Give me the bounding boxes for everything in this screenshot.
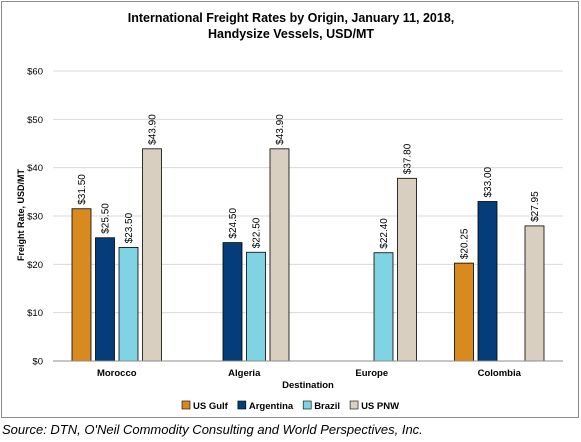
legend-swatch <box>302 400 312 410</box>
x-tick-label: Algeria <box>228 368 261 379</box>
y-tick-label: $0 <box>32 357 43 368</box>
bar-data-label: $22.40 <box>379 218 390 249</box>
bar <box>477 201 498 362</box>
bar <box>524 225 545 362</box>
y-tick-label: $20 <box>27 260 43 271</box>
bar <box>269 148 290 362</box>
bar <box>95 237 115 362</box>
legend-label: Argentina <box>249 401 294 412</box>
bars <box>71 148 545 362</box>
chart-frame: International Freight Rates by Origin, J… <box>1 1 579 418</box>
y-axis-label: Freight Rate, USD/MT <box>16 169 26 262</box>
bar-data-label: $23.50 <box>124 212 135 243</box>
legend-swatch <box>181 400 191 410</box>
bar <box>142 148 162 362</box>
legend: US Gulf Argentina Brazil US PNW <box>181 400 399 412</box>
bar-data-label: $31.50 <box>77 174 88 205</box>
x-axis-label: Destination <box>282 380 334 391</box>
x-tick-label: Europe <box>355 368 388 379</box>
bar <box>397 177 417 362</box>
bar-data-label: $33.00 <box>483 166 494 197</box>
bar <box>246 251 266 362</box>
legend-label: Brazil <box>314 401 340 412</box>
legend-swatch <box>237 400 247 410</box>
y-tick-label: $50 <box>27 115 43 126</box>
y-tick-label: $30 <box>27 212 43 223</box>
y-tick-label: $10 <box>27 308 43 319</box>
bar-chart: International Freight Rates by Origin, J… <box>16 11 563 412</box>
y-tick-label: $40 <box>27 163 43 174</box>
chart-title: International Freight Rates by Origin, J… <box>128 11 455 25</box>
y-axis-ticks: $0 $10 $20 $30 $40 $50 $60 <box>27 67 43 368</box>
legend-label: US Gulf <box>193 401 229 412</box>
bar-data-label: $43.90 <box>275 114 286 145</box>
bar-data-label: $37.80 <box>403 143 414 174</box>
data-labels: $31.50 $25.50 $23.50 $43.90 $24.50 $22.50 $43.… <box>77 114 541 259</box>
bar <box>71 208 92 362</box>
x-tick-label: Colombia <box>478 368 522 379</box>
bar-data-label: $25.50 <box>101 203 112 234</box>
bar-data-label: $20.25 <box>460 228 471 259</box>
bar-data-label: $22.50 <box>252 217 263 248</box>
bar <box>454 262 474 362</box>
bar-data-label: $43.90 <box>148 114 159 145</box>
source-note: Source: DTN, O'Neil Commodity Consulting… <box>2 422 423 437</box>
y-tick-label: $60 <box>27 67 43 78</box>
bar <box>373 252 394 362</box>
x-tick-label: Morocco <box>97 368 137 379</box>
bar <box>118 247 139 362</box>
chart-subtitle: Handysize Vessels, USD/MT <box>208 27 374 41</box>
legend-label: US PNW <box>361 401 399 412</box>
x-axis-ticks: Morocco Algeria Europe Colombia <box>97 368 522 379</box>
bar <box>222 242 243 362</box>
legend-swatch <box>349 400 359 410</box>
bar-data-label: $24.50 <box>228 208 239 239</box>
bar-data-label: $27.95 <box>530 191 541 222</box>
